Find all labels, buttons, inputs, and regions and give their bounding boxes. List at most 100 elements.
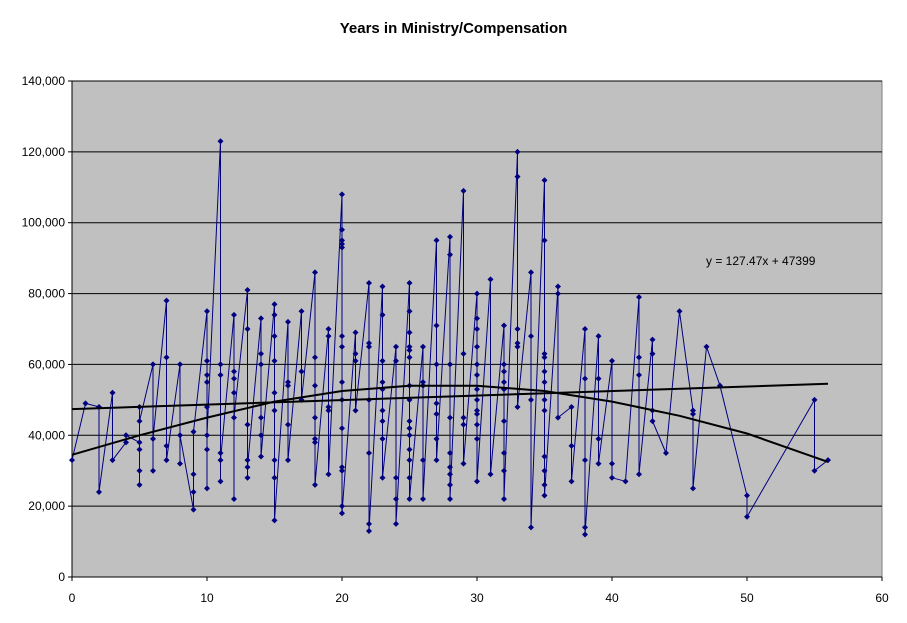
data-point — [622, 478, 629, 485]
y-tick-label: 0 — [58, 570, 65, 584]
data-point — [366, 520, 372, 527]
data-point — [541, 481, 548, 488]
data-point — [393, 496, 399, 503]
data-point — [271, 357, 278, 364]
data-point — [676, 308, 683, 315]
data-point — [244, 457, 251, 464]
data-point — [298, 368, 305, 375]
data-point — [501, 368, 507, 375]
data-point — [541, 492, 548, 499]
data-point — [231, 375, 237, 382]
data-point — [582, 531, 588, 538]
data-point — [433, 457, 440, 464]
data-point — [69, 457, 75, 464]
data-point — [244, 464, 251, 471]
data-point — [406, 418, 413, 425]
data-point — [285, 457, 291, 464]
data-point — [514, 148, 521, 155]
data-point — [325, 326, 332, 332]
data-point — [109, 389, 116, 396]
data-point — [109, 457, 116, 464]
data-point — [312, 435, 318, 442]
data-point — [258, 361, 264, 368]
data-point — [366, 343, 372, 350]
data-point — [352, 407, 359, 414]
data-point — [447, 450, 453, 456]
data-point — [285, 421, 291, 428]
data-point — [312, 439, 318, 446]
data-point — [339, 464, 345, 471]
y-tick-label: 40,000 — [28, 428, 65, 442]
data-point — [204, 379, 210, 386]
data-point — [379, 418, 386, 425]
data-point — [595, 375, 602, 382]
data-point — [447, 471, 453, 478]
data-point — [271, 407, 278, 414]
data-point — [352, 329, 359, 336]
data-point — [447, 414, 453, 421]
data-point — [555, 283, 561, 290]
data-point — [649, 418, 656, 425]
data-point — [150, 361, 156, 368]
data-point — [447, 361, 453, 368]
data-point — [136, 446, 143, 453]
data-point — [271, 333, 278, 340]
data-point — [271, 474, 278, 481]
y-tick-label: 100,000 — [22, 216, 66, 230]
data-point — [555, 414, 561, 421]
data-point — [528, 269, 534, 276]
x-tick-label: 40 — [605, 591, 619, 605]
data-point — [541, 354, 548, 361]
data-point — [339, 244, 345, 251]
data-point — [217, 457, 224, 464]
data-point — [96, 488, 102, 495]
data-point — [744, 513, 750, 520]
data-point — [339, 237, 345, 244]
data-point — [244, 326, 251, 332]
data-point — [649, 350, 656, 357]
x-tick-label: 10 — [200, 591, 214, 605]
x-tick-label: 30 — [470, 591, 484, 605]
y-tick-label: 60,000 — [28, 357, 65, 371]
data-point — [406, 347, 413, 354]
data-point — [136, 439, 143, 446]
data-point — [474, 343, 480, 350]
data-point — [204, 432, 210, 439]
data-point — [271, 301, 278, 308]
y-tick-label: 20,000 — [28, 499, 65, 513]
data-point — [568, 442, 575, 449]
data-point — [636, 294, 642, 301]
data-point — [231, 496, 237, 503]
data-point — [312, 269, 318, 276]
series-line — [71, 141, 829, 535]
data-point — [420, 496, 426, 503]
data-point — [474, 411, 480, 418]
data-point — [163, 354, 170, 361]
data-point — [339, 191, 345, 198]
data-point — [406, 432, 413, 439]
data-point — [568, 403, 575, 410]
data-point — [487, 471, 494, 478]
data-point — [636, 471, 642, 478]
data-point — [690, 411, 696, 418]
data-point — [312, 481, 318, 488]
data-point — [339, 333, 345, 340]
data-point — [217, 361, 224, 368]
data-point — [568, 478, 575, 485]
data-point — [325, 407, 332, 414]
data-point — [420, 379, 426, 386]
data-point — [339, 425, 345, 432]
data-point — [244, 421, 251, 428]
data-point — [474, 326, 480, 332]
data-point — [474, 386, 480, 393]
data-point — [204, 446, 210, 453]
polynomial-trendline — [71, 384, 829, 463]
data-point — [528, 396, 534, 403]
data-point — [541, 407, 548, 414]
data-point — [298, 308, 305, 315]
data-point — [258, 414, 264, 421]
data-point — [406, 343, 413, 350]
data-point — [285, 379, 291, 386]
data-point — [541, 368, 548, 375]
